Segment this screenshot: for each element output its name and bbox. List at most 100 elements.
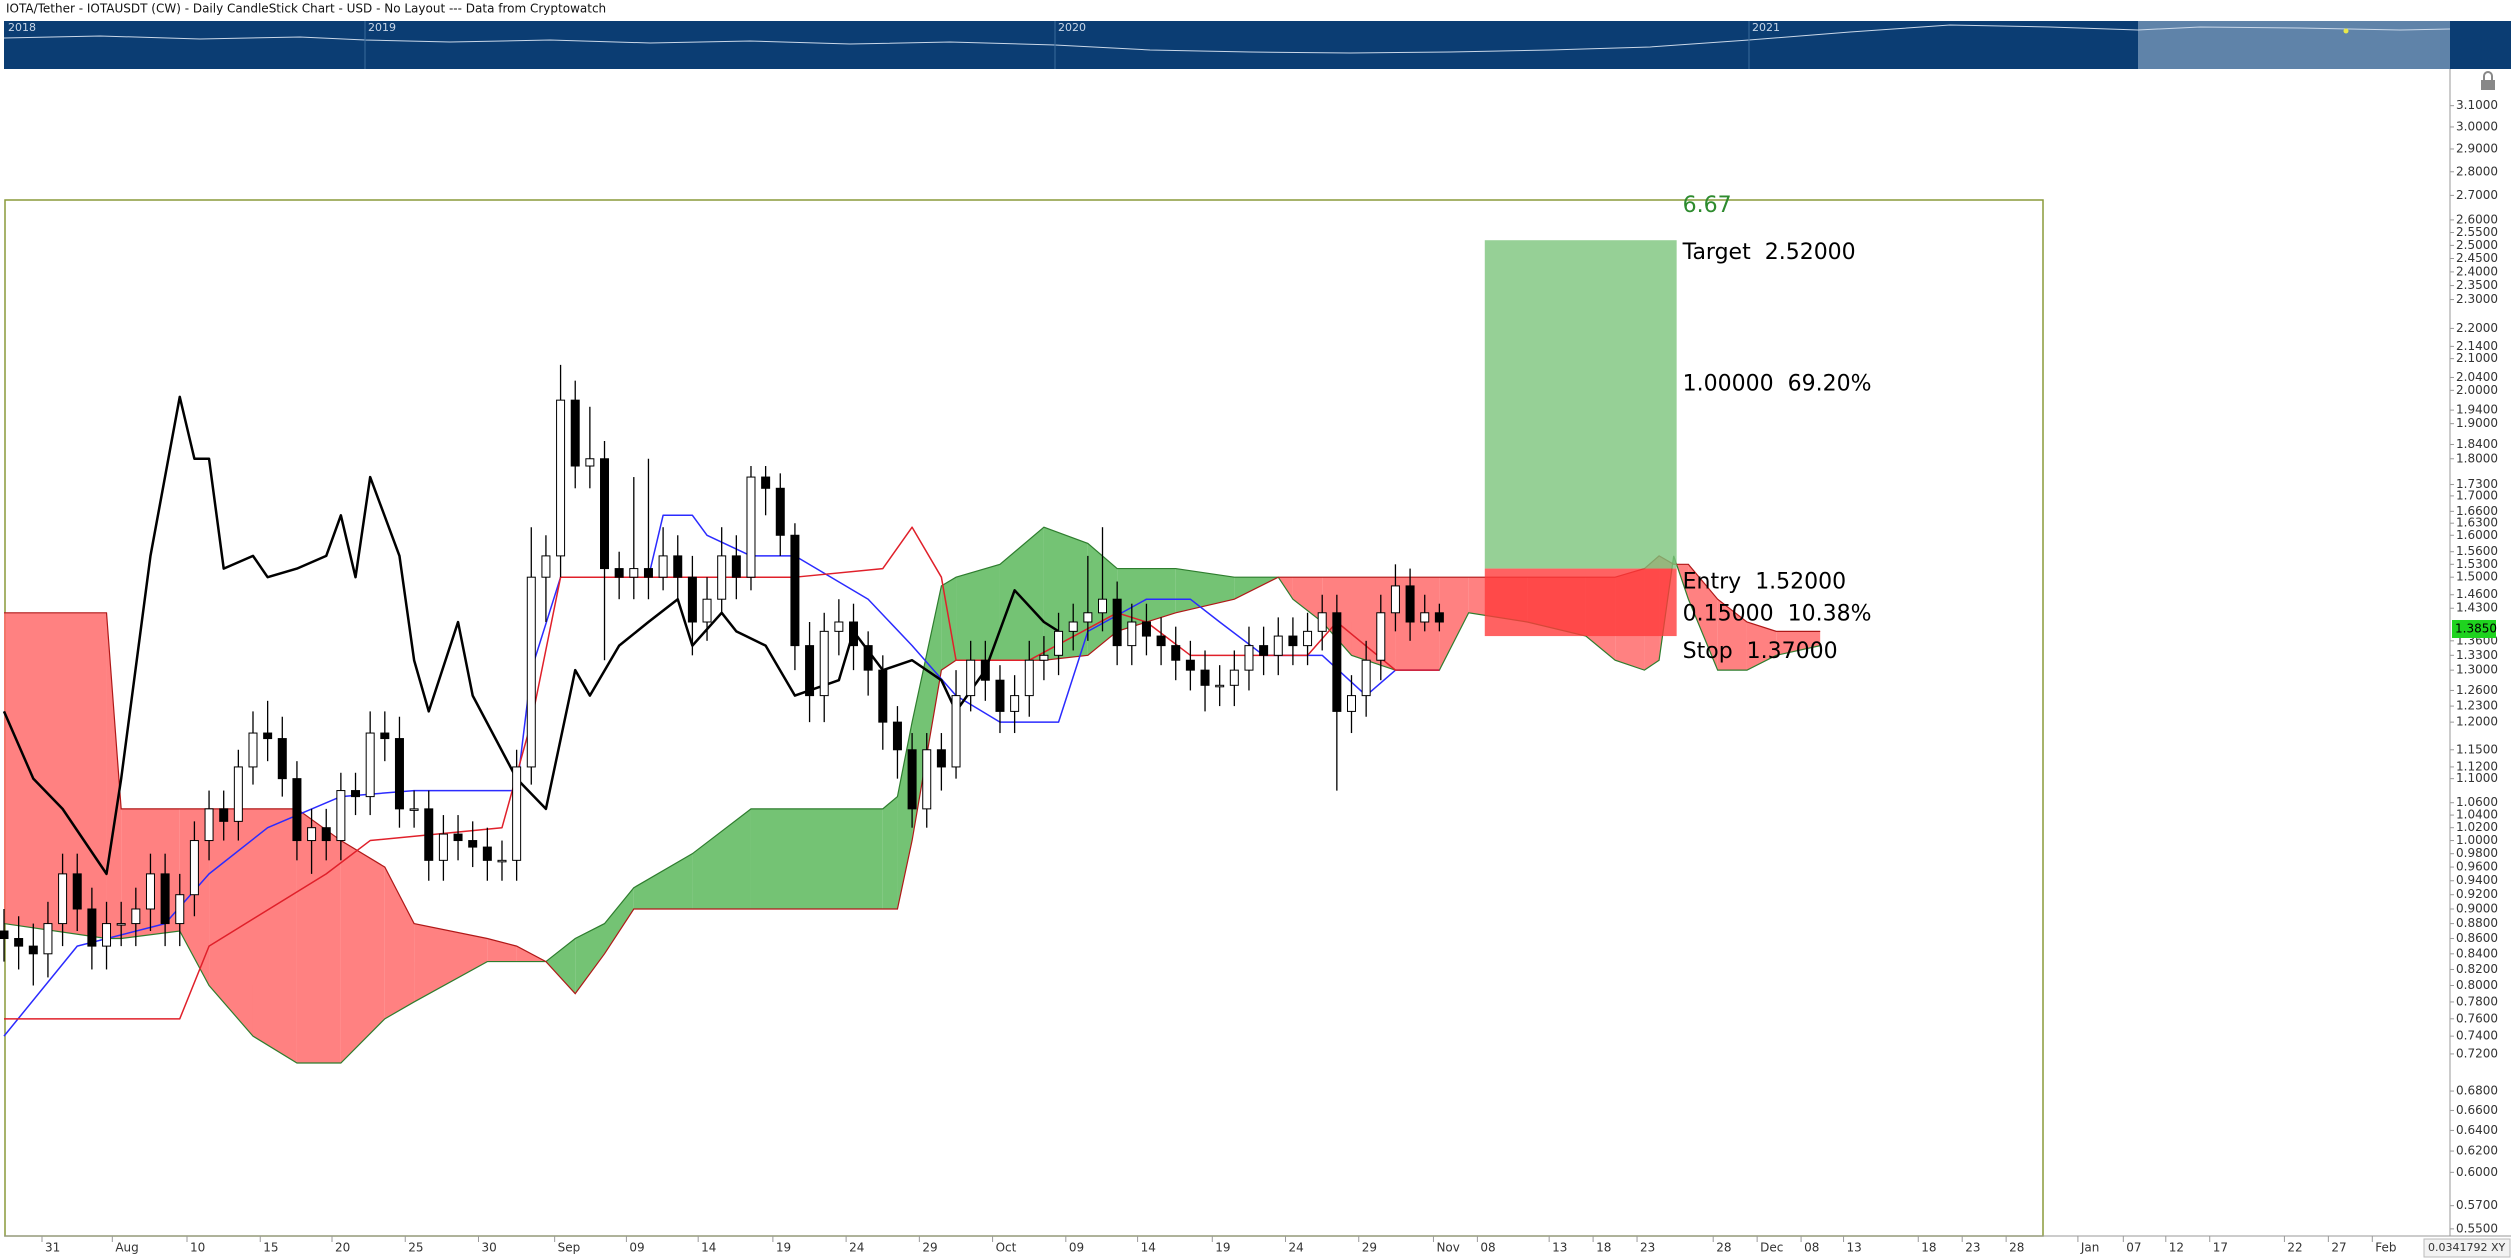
- candle-body: [1185, 659, 1195, 671]
- y-tick-label: 1.2300: [2456, 699, 2498, 713]
- candle-body: [1332, 612, 1342, 712]
- candle-body: [43, 923, 53, 955]
- cloud-segment: [545, 938, 576, 994]
- cloud-segment: [999, 527, 1044, 661]
- candle-body: [1098, 598, 1108, 614]
- candle-body: [1229, 669, 1239, 686]
- x-tick-label: 27: [2331, 1241, 2346, 1255]
- candle-body: [907, 749, 917, 810]
- candle-body: [775, 487, 785, 536]
- candle-body: [204, 808, 214, 842]
- candle-body: [160, 873, 170, 925]
- y-tick-label: 1.7000: [2456, 488, 2498, 502]
- reward-label-part: 1.00000: [1683, 371, 1774, 396]
- x-tick-label: Aug: [115, 1241, 138, 1255]
- candle-body: [922, 749, 932, 810]
- cloud-segment: [340, 840, 385, 1064]
- candle-body: [424, 808, 434, 861]
- candle-body: [1171, 645, 1181, 661]
- indicator-line: [3, 514, 1440, 1037]
- candle-body: [394, 738, 404, 810]
- y-tick-label: 1.9400: [2456, 403, 2498, 417]
- target-label-part: Target: [1682, 240, 1751, 265]
- candle-body: [365, 732, 375, 798]
- candle-body: [307, 827, 317, 842]
- candle-body: [28, 945, 38, 955]
- y-tick-label: 2.0000: [2456, 383, 2498, 397]
- candle-body: [790, 534, 800, 647]
- candle-body: [643, 568, 653, 578]
- candle-body: [336, 790, 346, 842]
- candle-body: [1420, 612, 1430, 623]
- candle-body: [761, 476, 771, 489]
- cloud-segment: [604, 887, 634, 954]
- y-tick-label: 0.8400: [2456, 946, 2498, 960]
- candle-body: [512, 766, 522, 861]
- candle-body: [1039, 654, 1049, 661]
- y-tick-label: 1.9000: [2456, 416, 2498, 430]
- navigator-bar: [4, 21, 2511, 69]
- candle-body: [351, 790, 361, 798]
- y-tick-label: 2.5500: [2456, 225, 2498, 239]
- x-tick-label: 20: [335, 1241, 350, 1255]
- y-tick-label: 0.5700: [2456, 1198, 2498, 1212]
- x-tick-label: 13: [1552, 1241, 1567, 1255]
- x-tick-label: 18: [1921, 1241, 1936, 1255]
- y-tick-label: 2.5000: [2456, 238, 2498, 252]
- cloud-segment: [1292, 577, 1323, 623]
- y-tick-label: 1.4300: [2456, 601, 2498, 615]
- candle-body: [87, 908, 97, 947]
- candle-body: [1156, 635, 1166, 647]
- candle-body: [175, 894, 185, 925]
- y-tick-label: 1.1200: [2456, 759, 2498, 773]
- candle-body: [1024, 659, 1034, 697]
- candle-body: [570, 399, 580, 467]
- navigator-year: 2020: [1058, 21, 1086, 34]
- x-tick-label: 24: [849, 1241, 864, 1255]
- x-tick-label: 07: [2126, 1241, 2141, 1255]
- candle-body: [731, 555, 741, 578]
- candle-body: [1244, 645, 1254, 671]
- y-tick-label: 1.6600: [2456, 504, 2498, 518]
- candle-body: [131, 908, 141, 925]
- x-tick-label: 31: [45, 1241, 60, 1255]
- cloud-segment: [4, 612, 107, 939]
- chart-title: IOTA/Tether - IOTAUSDT (CW) - Daily Cand…: [6, 2, 606, 16]
- y-tick-label: 2.4500: [2456, 251, 2498, 265]
- candle-body: [145, 873, 155, 910]
- y-tick-label: 1.8000: [2456, 451, 2498, 465]
- candle-body: [468, 840, 478, 848]
- y-tick-label: 2.6000: [2456, 212, 2498, 226]
- last-price-badge: [2452, 619, 2496, 638]
- candle-body: [658, 555, 668, 578]
- x-tick-label: 29: [1362, 1241, 1377, 1255]
- target-label: Target 2.52000: [1682, 240, 1856, 265]
- candle-body: [72, 873, 82, 910]
- candle-body: [1317, 612, 1327, 632]
- y-tick-label: 2.1400: [2456, 339, 2498, 353]
- lock-icon[interactable]: [2481, 71, 2495, 90]
- cloud-segment: [1776, 631, 1821, 656]
- y-tick-label: 0.6600: [2456, 1103, 2498, 1117]
- cloud-segment: [692, 808, 751, 909]
- navigator-year: 2019: [368, 21, 396, 34]
- y-tick-label: 3.0000: [2456, 119, 2498, 133]
- cloud-segment: [296, 808, 341, 1064]
- y-tick-label: 1.5600: [2456, 544, 2498, 558]
- reward-label: 1.00000 69.20%: [1683, 371, 1872, 396]
- cloud-segment: [882, 796, 898, 909]
- cloud-segment: [384, 867, 415, 1019]
- candle-body: [1083, 612, 1093, 623]
- x-tick-label: 14: [1141, 1241, 1156, 1255]
- candle-body: [1434, 612, 1444, 623]
- y-tick-label: 1.4600: [2456, 587, 2498, 601]
- candle-body: [951, 695, 961, 768]
- candle-body: [1215, 684, 1225, 688]
- candle-body: [1405, 585, 1415, 623]
- navigator-selection[interactable]: [2138, 21, 2450, 69]
- x-tick-label: Jan: [2080, 1241, 2100, 1255]
- y-tick-label: 1.0600: [2456, 795, 2498, 809]
- candle-body: [14, 938, 24, 947]
